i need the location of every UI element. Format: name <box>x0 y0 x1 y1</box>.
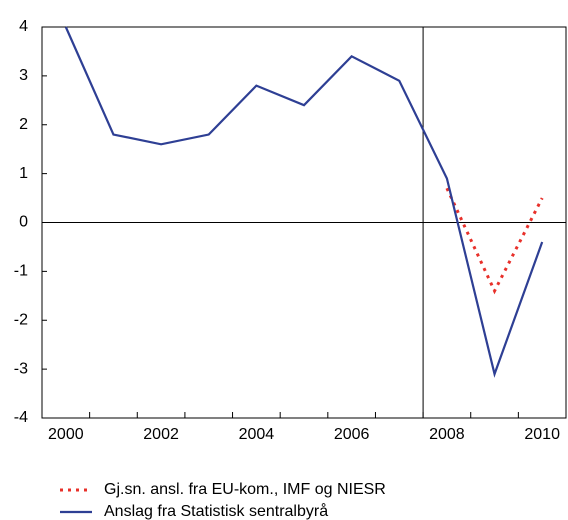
legend-label: Gj.sn. ansl. fra EU-kom., IMF og NIESR <box>104 481 386 498</box>
x-tick-label: 2002 <box>143 426 179 443</box>
series-line <box>64 26 544 378</box>
y-tick-label: 1 <box>19 165 28 182</box>
y-tick-label: 2 <box>19 116 28 133</box>
x-tick-label: 2006 <box>334 426 370 443</box>
x-tick-label: 2010 <box>524 426 560 443</box>
y-tick-label: -3 <box>14 360 28 377</box>
y-tick-label: 3 <box>19 67 28 84</box>
y-tick-label: -2 <box>14 311 28 328</box>
y-tick-label: 4 <box>19 18 28 35</box>
y-tick-label: 0 <box>19 214 28 231</box>
x-tick-label: 2008 <box>429 426 465 443</box>
legend-label: Anslag fra Statistisk sentralbyrå <box>104 502 328 520</box>
series-line <box>445 187 544 295</box>
y-tick-label: -4 <box>14 409 28 426</box>
x-tick-label: 2000 <box>48 426 84 443</box>
y-tick-label: -1 <box>14 263 28 280</box>
x-tick-label: 2004 <box>239 426 275 443</box>
